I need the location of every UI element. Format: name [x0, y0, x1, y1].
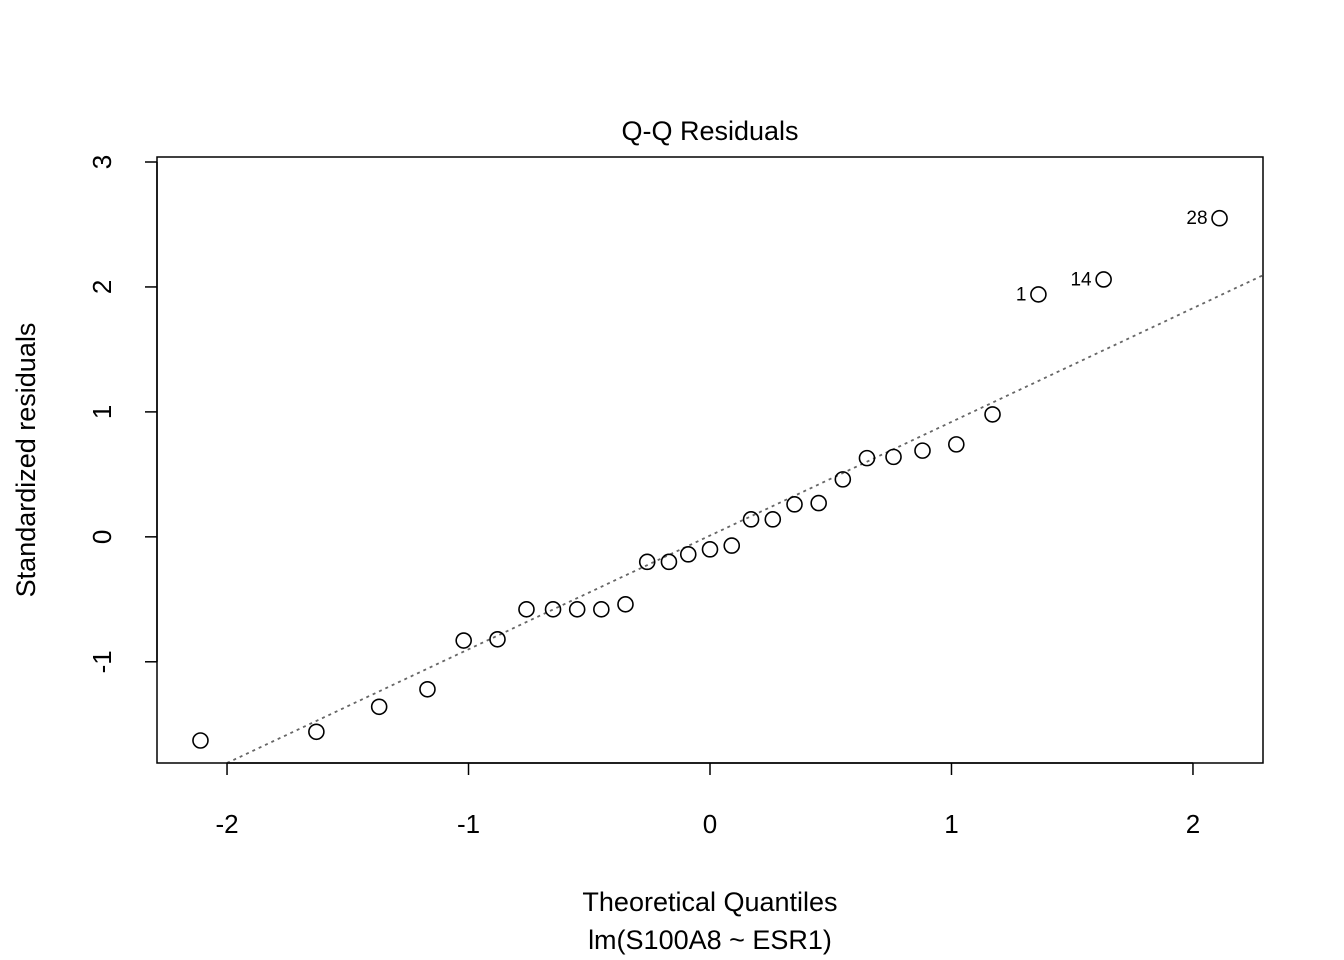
data-point — [1030, 286, 1047, 303]
plot-frame — [156, 156, 1264, 764]
data-point — [786, 496, 803, 513]
data-point — [518, 601, 535, 618]
x-tick-label: -1 — [457, 809, 480, 839]
data-point — [660, 553, 678, 571]
x-tick-label: 2 — [1186, 809, 1200, 839]
x-tick-label: 0 — [703, 809, 717, 839]
y-tick-label: 3 — [87, 155, 117, 169]
data-point — [885, 448, 902, 466]
data-point — [914, 442, 931, 459]
data-point — [308, 723, 325, 741]
data-point — [544, 601, 562, 618]
x-tick-label: -2 — [215, 809, 238, 839]
x-tick-label: 1 — [944, 809, 958, 839]
data-point — [568, 601, 586, 618]
qq-reference-line — [226, 274, 1264, 764]
data-point — [1211, 209, 1228, 227]
data-point — [638, 553, 656, 571]
chart-title: Q-Q Residuals — [621, 116, 798, 146]
data-point — [834, 471, 852, 488]
data-point — [810, 494, 827, 512]
data-point — [742, 511, 760, 528]
y-tick-label: 1 — [87, 405, 117, 419]
point-label: 14 — [1070, 269, 1092, 290]
x-axis-title: Theoretical Quantiles — [582, 887, 837, 917]
data-point — [419, 680, 436, 698]
data-point — [489, 631, 506, 648]
y-tick-label: 0 — [87, 530, 117, 544]
y-tick-label: 2 — [87, 280, 117, 294]
data-point — [701, 541, 719, 558]
data-point — [984, 406, 1001, 423]
point-label: 28 — [1186, 208, 1207, 229]
data-point — [723, 537, 741, 554]
data-point — [192, 732, 209, 749]
data-point — [455, 632, 472, 649]
data-point — [1095, 271, 1112, 288]
point-label: 1 — [1016, 284, 1027, 305]
data-point — [764, 511, 782, 528]
data-point — [948, 436, 965, 453]
chart-subtitle: lm(S100A8 ~ ESR1) — [588, 925, 832, 955]
data-point — [593, 601, 610, 618]
y-tick-label: -1 — [87, 650, 117, 673]
data-point — [617, 596, 634, 613]
data-point — [858, 449, 876, 467]
y-axis-title: Standardized residuals — [11, 323, 41, 598]
data-point — [679, 546, 697, 563]
data-point — [370, 698, 388, 716]
